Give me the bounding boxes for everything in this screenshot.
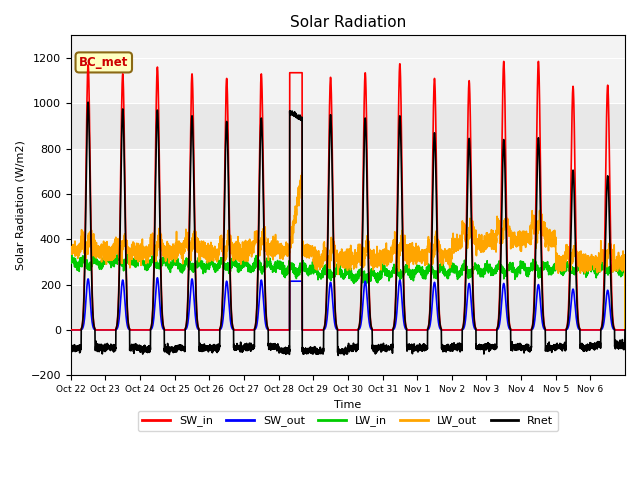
SW_in	[541, 327, 549, 333]
SW_in	[398, 178, 406, 183]
Rnet	[369, 346, 376, 351]
Rnet	[621, 327, 629, 333]
SW_in	[621, 327, 629, 333]
SW_out	[500, 281, 508, 287]
X-axis label: Time: Time	[334, 399, 362, 409]
Y-axis label: Solar Radiation (W/m2): Solar Radiation (W/m2)	[15, 140, 25, 270]
Title: Solar Radiation: Solar Radiation	[290, 15, 406, 30]
Rnet	[500, 139, 508, 145]
SW_out	[541, 327, 549, 333]
Rnet	[399, 222, 406, 228]
LW_in	[103, 249, 111, 254]
LW_in	[500, 266, 508, 272]
SW_in	[182, 324, 189, 330]
Line: SW_in: SW_in	[71, 61, 625, 330]
Rnet	[542, 348, 550, 353]
LW_out	[541, 240, 549, 246]
LW_in	[369, 266, 376, 272]
Bar	[71, 330, 625, 375]
LW_out	[527, 232, 535, 238]
SW_in	[369, 327, 376, 333]
LW_out	[621, 327, 629, 333]
Rnet	[182, 324, 189, 330]
Bar	[71, 149, 625, 194]
LW_out	[298, 169, 306, 175]
SW_in	[67, 327, 75, 333]
Rnet	[527, 344, 535, 349]
SW_out	[154, 275, 161, 281]
Text: BC_met: BC_met	[79, 56, 129, 69]
LW_in	[621, 327, 629, 333]
Rnet	[84, 99, 92, 105]
Legend: SW_in, SW_out, LW_in, LW_out, Rnet: SW_in, SW_out, LW_in, LW_out, Rnet	[138, 411, 558, 431]
SW_out	[67, 327, 75, 333]
SW_out	[621, 327, 629, 333]
LW_out	[398, 228, 406, 233]
SW_in	[527, 327, 535, 333]
LW_out	[369, 263, 376, 269]
Bar	[71, 239, 625, 285]
LW_in	[541, 264, 549, 269]
LW_in	[67, 257, 75, 263]
Rnet	[334, 352, 342, 358]
SW_out	[398, 301, 406, 307]
LW_in	[182, 261, 189, 266]
Line: LW_out: LW_out	[71, 172, 625, 330]
LW_out	[67, 246, 75, 252]
SW_in	[500, 59, 508, 64]
SW_out	[369, 327, 376, 333]
LW_out	[182, 236, 189, 241]
Line: LW_in: LW_in	[71, 252, 625, 330]
SW_out	[182, 326, 189, 332]
Line: Rnet: Rnet	[71, 102, 625, 355]
LW_in	[398, 271, 406, 277]
Line: SW_out: SW_out	[71, 278, 625, 330]
LW_out	[500, 221, 508, 227]
Rnet	[67, 344, 75, 350]
Bar	[71, 36, 625, 103]
SW_out	[527, 327, 535, 333]
SW_in	[534, 59, 542, 64]
LW_in	[527, 260, 535, 266]
